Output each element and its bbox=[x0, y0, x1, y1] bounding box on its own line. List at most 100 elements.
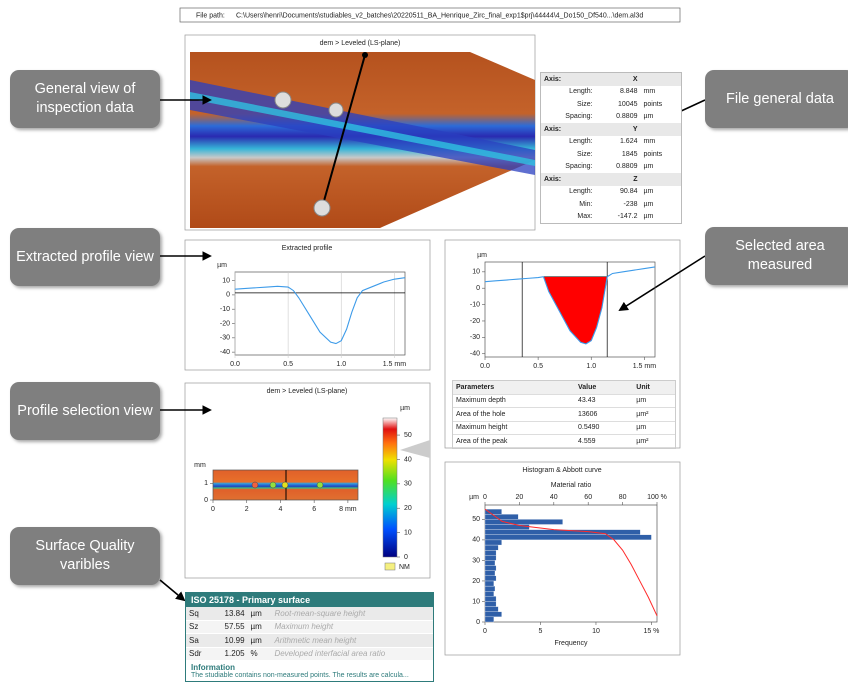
histogram-bar bbox=[485, 586, 495, 591]
cell: µm bbox=[641, 111, 682, 124]
cell: Maximum height bbox=[453, 421, 575, 435]
cell bbox=[641, 123, 682, 136]
view-3d-title: dem > Leveled (LS-plane) bbox=[320, 40, 401, 47]
colorbar-unit: µm bbox=[400, 405, 410, 412]
histogram-bar bbox=[485, 566, 496, 571]
no-data-label: NM bbox=[399, 564, 410, 571]
y-unit: µm bbox=[217, 262, 227, 269]
handle bbox=[362, 52, 368, 58]
histogram-bar bbox=[485, 509, 502, 514]
header-cell: Parameters bbox=[453, 381, 575, 394]
y-tick-label: 0 bbox=[476, 619, 480, 626]
cell: µm bbox=[641, 186, 682, 199]
callout: Surface Quality varibles bbox=[10, 527, 160, 585]
cell: Size: bbox=[541, 148, 596, 161]
cell: X bbox=[596, 73, 641, 86]
y-tick-label: 30 bbox=[472, 557, 480, 564]
marker bbox=[317, 482, 323, 488]
cell: 90.84 bbox=[596, 186, 641, 199]
cell: 13606 bbox=[575, 408, 633, 422]
cell: mm bbox=[641, 86, 682, 99]
x-axis-label: Frequency bbox=[554, 640, 588, 647]
cell: µm bbox=[248, 634, 272, 648]
cell: mm bbox=[641, 136, 682, 149]
cell: Sa bbox=[186, 634, 212, 648]
y-unit: mm bbox=[194, 462, 206, 469]
row: Sz57.55µmMaximum height bbox=[186, 620, 433, 634]
cell: Area of the hole bbox=[453, 408, 575, 422]
page: File path: C:\Users\henri\Documents\stud… bbox=[0, 0, 848, 693]
cell: Sz bbox=[186, 620, 212, 634]
x-tick-label: 0.0 bbox=[230, 361, 240, 368]
y-tick-label: 50 bbox=[472, 516, 480, 523]
x-tick-label: 1.0 bbox=[586, 363, 596, 370]
y-tick-label: -30 bbox=[220, 335, 230, 342]
row: Length:90.84µm bbox=[541, 186, 681, 199]
table: Axis:XLength:8.848mmSize:10045pointsSpac… bbox=[541, 73, 681, 223]
histogram-bar bbox=[485, 525, 529, 530]
cell: points bbox=[641, 148, 682, 161]
x-tick-label: 5 bbox=[539, 628, 543, 635]
cell: µm bbox=[633, 394, 675, 408]
x-tick-label: 0.5 bbox=[533, 363, 543, 370]
cell: 0.5490 bbox=[575, 421, 633, 435]
colorbar-tick-label: 0 bbox=[404, 554, 408, 561]
cell: Axis: bbox=[541, 123, 596, 136]
cell: Sq bbox=[186, 607, 212, 620]
row: Length:8.848mm bbox=[541, 86, 681, 99]
y-tick-label: 20 bbox=[472, 578, 480, 585]
marker bbox=[270, 482, 276, 488]
top-tick-label: 100 % bbox=[647, 494, 667, 501]
colorbar-tick-label: 30 bbox=[404, 481, 412, 488]
row: Maximum depth43.43µm bbox=[453, 394, 675, 408]
cell: Sdr bbox=[186, 647, 212, 661]
x-tick-label: 1.5 mm bbox=[383, 361, 407, 368]
callout: Extracted profile view bbox=[10, 228, 160, 286]
x-tick-label: 4 bbox=[278, 506, 282, 513]
y-tick-label: -10 bbox=[220, 306, 230, 313]
histogram-bar bbox=[485, 540, 502, 545]
callout: Selected area measured bbox=[705, 227, 848, 285]
marker bbox=[252, 482, 258, 488]
cell bbox=[641, 73, 682, 86]
cell: Length: bbox=[541, 136, 596, 149]
colorbar-tick-label: 20 bbox=[404, 505, 412, 512]
y-tick-label: -40 bbox=[220, 349, 230, 356]
colorbar-tick-label: 40 bbox=[404, 456, 412, 463]
chart-title: Extracted profile bbox=[282, 245, 333, 252]
cell: Axis: bbox=[541, 173, 596, 186]
histogram-bar bbox=[485, 581, 494, 586]
cell: µm² bbox=[633, 408, 675, 422]
histogram-bar bbox=[485, 607, 498, 612]
histogram-bar bbox=[485, 596, 496, 601]
cell: Size: bbox=[541, 98, 596, 111]
histogram-bar bbox=[485, 617, 494, 622]
table: Sq13.84µmRoot-mean-square heightSz57.55µ… bbox=[186, 607, 433, 661]
histogram-bar bbox=[485, 612, 502, 617]
no-data-swatch bbox=[385, 563, 395, 570]
callout: Profile selection view bbox=[10, 382, 160, 440]
header-row: ParametersValueUnit bbox=[453, 381, 675, 394]
row: Size:10045points bbox=[541, 98, 681, 111]
handle bbox=[314, 200, 330, 216]
cell: Developed interfacial area ratio bbox=[271, 647, 433, 661]
cell: µm bbox=[248, 607, 272, 620]
cell: µm bbox=[641, 198, 682, 211]
cell: Length: bbox=[541, 186, 596, 199]
file-path-label: File path: bbox=[196, 12, 225, 19]
cell: 1.205 bbox=[212, 647, 248, 661]
file-path-value: C:\Users\henri\Documents\studiables_v2_b… bbox=[236, 12, 643, 19]
cell: Y bbox=[596, 123, 641, 136]
y-tick-label: 40 bbox=[472, 537, 480, 544]
cell: µm bbox=[633, 421, 675, 435]
top-tick-label: 40 bbox=[550, 494, 558, 501]
histogram-bar bbox=[485, 591, 494, 596]
x-tick-label: 15 % bbox=[643, 628, 659, 635]
marker bbox=[282, 482, 288, 488]
